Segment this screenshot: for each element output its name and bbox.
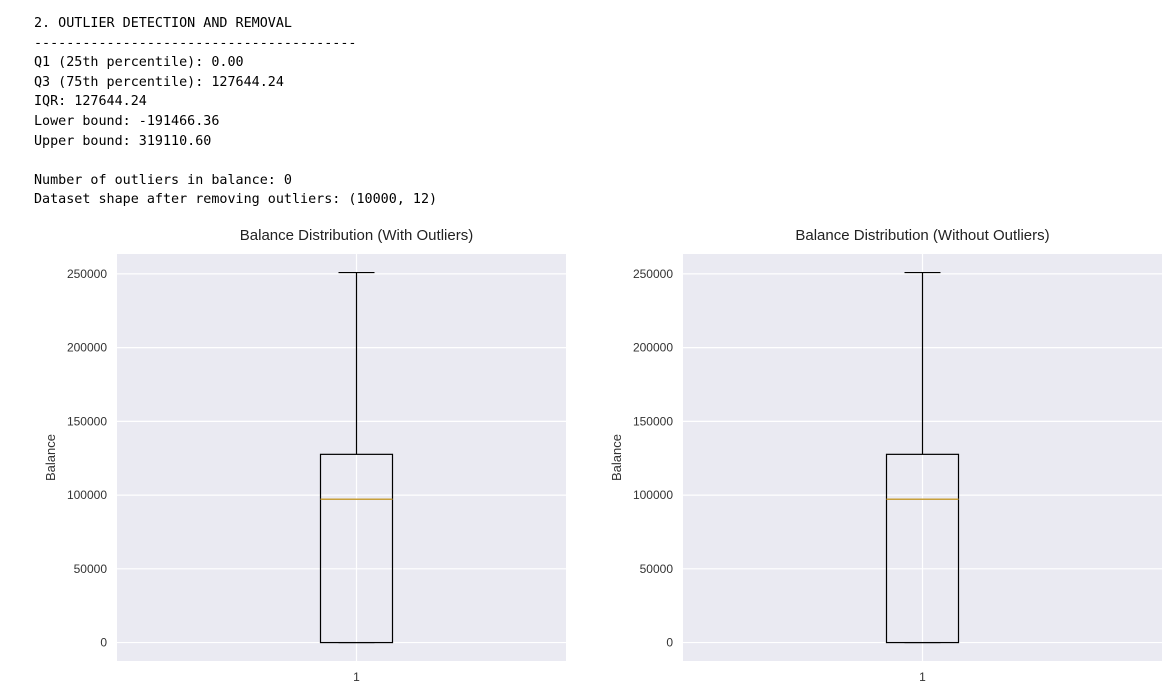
plot-area	[117, 254, 596, 661]
console-output: 2. OUTLIER DETECTION AND REMOVAL --------…	[34, 14, 437, 210]
y-tick-label: 200000	[67, 341, 107, 355]
console-line: IQR: 127644.24	[34, 94, 147, 110]
y-axis-label: Balance	[609, 434, 624, 481]
chart-title: Balance Distribution (Without Outliers)	[795, 227, 1049, 244]
console-line: Number of outliers in balance: 0	[34, 172, 292, 188]
y-tick-label: 200000	[633, 341, 673, 355]
y-tick-label: 100000	[633, 488, 673, 502]
chart-without-outliers-svg: 0 50000 100000 150000 200000 250000 1 Balance D…	[609, 227, 1162, 684]
y-tick-label: 0	[100, 636, 107, 650]
console-line: Dataset shape after removing outliers: (…	[34, 192, 438, 208]
y-tick-label: 250000	[633, 267, 673, 281]
console-line: ----------------------------------------	[34, 35, 357, 51]
chart-title: Balance Distribution (With Outliers)	[240, 227, 473, 244]
x-tick-label: 1	[353, 670, 360, 684]
console-line: Upper bound: 319110.60	[34, 133, 212, 149]
y-tick-label: 250000	[67, 267, 107, 281]
y-tick-label: 0	[666, 636, 673, 650]
console-line: Q3 (75th percentile): 127644.24	[34, 74, 284, 90]
console-line	[34, 151, 437, 171]
y-axis-label: Balance	[43, 434, 58, 481]
boxplot-without-outliers: 0 50000 100000 150000 200000 250000 1 Balance D…	[566, 226, 1166, 694]
console-line: 2. OUTLIER DETECTION AND REMOVAL	[34, 16, 292, 31]
console-line: Lower bound: -191466.36	[34, 113, 220, 129]
iqr-box	[319, 453, 394, 644]
x-tick-label: 1	[919, 670, 926, 684]
chart-with-outliers-svg: 0 50000 100000 150000 200000 250000 1 Balance D…	[43, 227, 596, 684]
iqr-box	[885, 453, 960, 644]
y-tick-label: 50000	[74, 562, 108, 576]
console-line: Q1 (25th percentile): 0.00	[34, 55, 244, 71]
y-tick-label: 150000	[67, 414, 107, 428]
y-tick-label: 150000	[633, 414, 673, 428]
y-tick-label: 50000	[640, 562, 674, 576]
y-tick-label: 100000	[67, 488, 107, 502]
boxplot-with-outliers: 0 50000 100000 150000 200000 250000 1 Balance D…	[0, 226, 596, 694]
